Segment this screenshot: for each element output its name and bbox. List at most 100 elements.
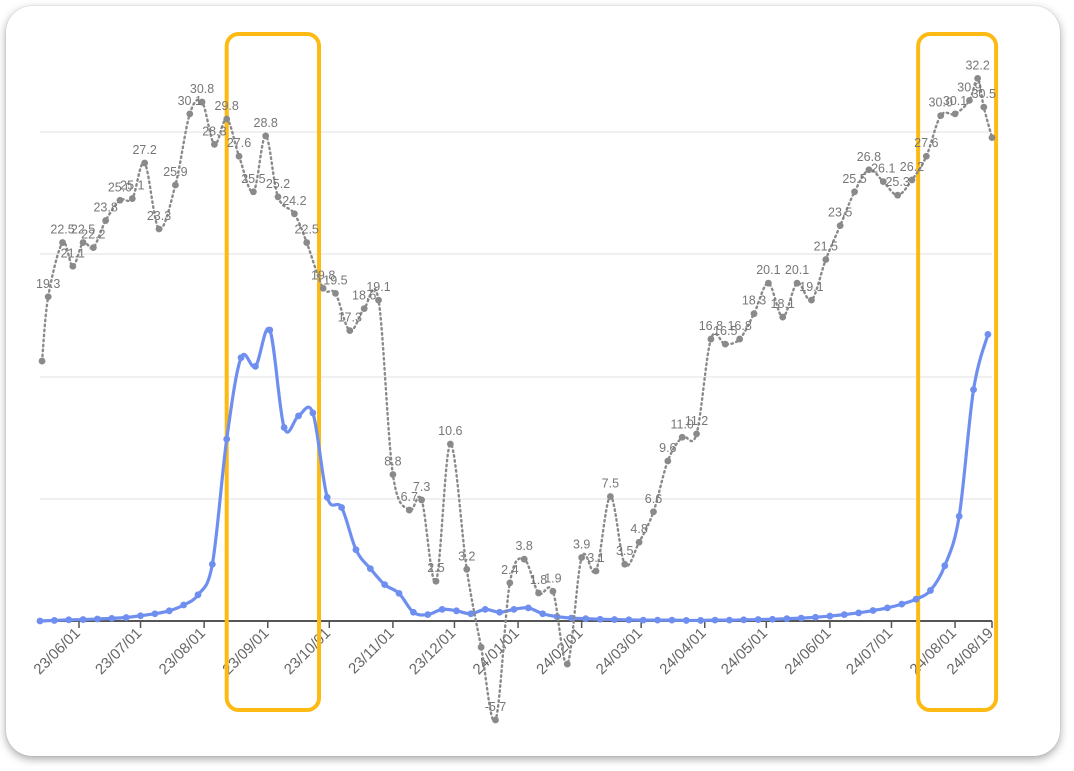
solid-series-point xyxy=(194,591,202,599)
dotted-series-point xyxy=(664,457,672,465)
x-tick-label: 23/06/01 xyxy=(31,625,84,678)
data-label: 8.8 xyxy=(384,455,401,469)
x-tick-label: 23/10/01 xyxy=(281,625,334,678)
dotted-series-point xyxy=(592,567,600,575)
x-axis: 23/06/01 23/07/01 23/08/01 23/09/01 23/10/01… xyxy=(31,620,997,678)
solid-series-point xyxy=(165,607,173,615)
data-label: 11.0 xyxy=(670,417,693,431)
solid-series-point xyxy=(424,611,432,618)
dotted-series-point xyxy=(405,506,413,514)
data-label: 2.5 xyxy=(427,561,444,575)
dotted-series-point xyxy=(908,176,916,184)
data-label: 7.5 xyxy=(602,477,619,491)
x-tick-label: 24/05/01 xyxy=(718,625,771,678)
solid-series-point xyxy=(151,610,159,618)
solid-series-point xyxy=(697,617,705,624)
data-label: 27.2 xyxy=(132,143,156,157)
solid-series-point xyxy=(639,616,647,624)
solid-series-point xyxy=(682,617,690,624)
data-label: 19.8 xyxy=(311,268,335,282)
data-label: 3.2 xyxy=(458,549,475,563)
solid-series-point xyxy=(50,617,58,624)
dotted-series-point xyxy=(186,110,194,118)
solid-series-point xyxy=(524,604,532,612)
solid-series-point xyxy=(223,435,231,443)
dotted-series-point xyxy=(779,313,787,321)
data-label: 22.5 xyxy=(295,223,319,237)
highlight-box-1 xyxy=(224,32,322,712)
solid-series-point xyxy=(869,607,877,614)
dotted-series-point xyxy=(79,239,87,246)
data-label: 18.6 xyxy=(352,289,376,303)
dotted-series-point xyxy=(141,159,149,167)
dotted-series-point xyxy=(707,335,715,343)
solid-series-point xyxy=(826,612,834,620)
dotted-series-point xyxy=(375,296,382,304)
data-label: 21.5 xyxy=(814,240,838,254)
dotted-series-point xyxy=(621,560,629,568)
dotted-series-point xyxy=(332,289,339,297)
dotted-series-point xyxy=(303,239,311,246)
data-label: 27.6 xyxy=(914,136,938,150)
data-labels: 19.322.521.122.522.223.825.025.127.223.3… xyxy=(36,58,996,714)
data-label: 32.2 xyxy=(965,58,989,72)
solid-series-point xyxy=(352,546,360,554)
solid-series-point xyxy=(381,581,389,589)
data-label: 16.8 xyxy=(699,319,723,333)
data-label: 30.9 xyxy=(957,80,981,94)
data-label: 24.2 xyxy=(282,194,306,208)
solid-series-point xyxy=(898,600,906,608)
solid-series-point xyxy=(840,611,848,618)
solid-series-point xyxy=(582,615,590,623)
dotted-series-point xyxy=(235,152,243,160)
data-label: 23.3 xyxy=(147,209,171,223)
data-label: 19.1 xyxy=(799,280,823,294)
dotted-series-point xyxy=(249,188,257,196)
data-label: 21.1 xyxy=(61,246,85,260)
dotted-series-point xyxy=(793,279,801,287)
data-label: 22.2 xyxy=(81,228,105,242)
dotted-series-point xyxy=(418,496,426,504)
data-label: 23.5 xyxy=(828,206,852,220)
dotted-series-point xyxy=(477,643,485,651)
data-label: 19.3 xyxy=(36,277,60,291)
solid-series-point xyxy=(108,614,116,622)
data-label: 3.5 xyxy=(616,544,633,558)
data-label: 10.6 xyxy=(438,424,462,438)
x-tick-label: 23/12/01 xyxy=(406,625,459,678)
dotted-series-point xyxy=(549,587,557,595)
x-tick-label: 24/03/01 xyxy=(593,625,646,678)
data-label: 7.3 xyxy=(413,480,430,494)
data-label: 25.5 xyxy=(241,172,265,186)
solid-series-point xyxy=(481,605,489,613)
solid-series-point xyxy=(252,362,259,370)
data-label: 30.1 xyxy=(943,94,967,108)
solid-series-point xyxy=(769,615,776,623)
data-label: 22.5 xyxy=(71,223,95,237)
solid-series-point xyxy=(654,616,661,624)
solid-series-point xyxy=(137,612,144,620)
data-label: 20.1 xyxy=(785,263,809,277)
dotted-series-point xyxy=(606,493,614,500)
solid-series-point xyxy=(783,615,791,623)
solid-series-point xyxy=(467,610,475,618)
data-label: 25.3 xyxy=(885,175,909,189)
dotted-series-point xyxy=(262,132,270,140)
dotted-series-point xyxy=(865,166,873,174)
data-label: 30.5 xyxy=(972,87,996,101)
dotted-series xyxy=(38,74,996,724)
data-label: 25.9 xyxy=(163,165,187,179)
solid-series-point xyxy=(94,615,101,623)
data-label: 26.2 xyxy=(900,160,924,174)
solid-series-point xyxy=(208,560,216,568)
dotted-series-point xyxy=(693,430,700,438)
solid-series-point xyxy=(65,616,73,624)
dotted-series-point xyxy=(446,440,454,448)
dotted-series-point xyxy=(89,244,97,252)
dotted-series-point xyxy=(223,115,231,123)
solid-series-point xyxy=(912,595,920,603)
solid-series-point xyxy=(453,607,460,615)
data-label: 23.8 xyxy=(93,201,117,215)
data-label: 27.6 xyxy=(227,136,251,150)
solid-series-point xyxy=(984,330,992,338)
